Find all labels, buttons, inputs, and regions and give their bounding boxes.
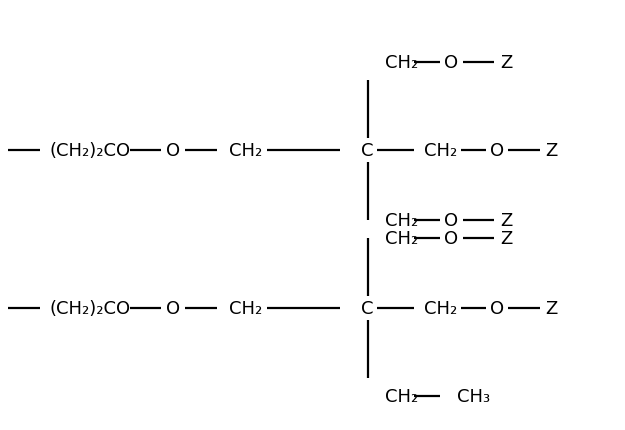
- Text: Z: Z: [546, 141, 558, 160]
- Text: O: O: [444, 229, 458, 247]
- Text: O: O: [444, 212, 458, 229]
- Text: (CH₂)₂CO: (CH₂)₂CO: [49, 141, 131, 160]
- Text: CH₂: CH₂: [424, 141, 458, 160]
- Text: O: O: [166, 141, 180, 160]
- Text: C: C: [361, 141, 374, 160]
- Text: Z: Z: [546, 299, 558, 317]
- Text: CH₂: CH₂: [229, 141, 262, 160]
- Text: CH₂: CH₂: [424, 299, 458, 317]
- Text: (CH₂)₂CO: (CH₂)₂CO: [49, 299, 131, 317]
- Text: O: O: [490, 299, 504, 317]
- Text: C: C: [361, 299, 374, 317]
- Text: Z: Z: [500, 212, 512, 229]
- Text: CH₂: CH₂: [229, 299, 262, 317]
- Text: O: O: [490, 141, 504, 160]
- Text: CH₂: CH₂: [386, 387, 419, 405]
- Text: Z: Z: [500, 54, 512, 72]
- Text: CH₂: CH₂: [386, 229, 419, 247]
- Text: Z: Z: [500, 229, 512, 247]
- Text: CH₃: CH₃: [457, 387, 490, 405]
- Text: O: O: [166, 299, 180, 317]
- Text: CH₂: CH₂: [386, 54, 419, 72]
- Text: O: O: [444, 54, 458, 72]
- Text: CH₂: CH₂: [386, 212, 419, 229]
